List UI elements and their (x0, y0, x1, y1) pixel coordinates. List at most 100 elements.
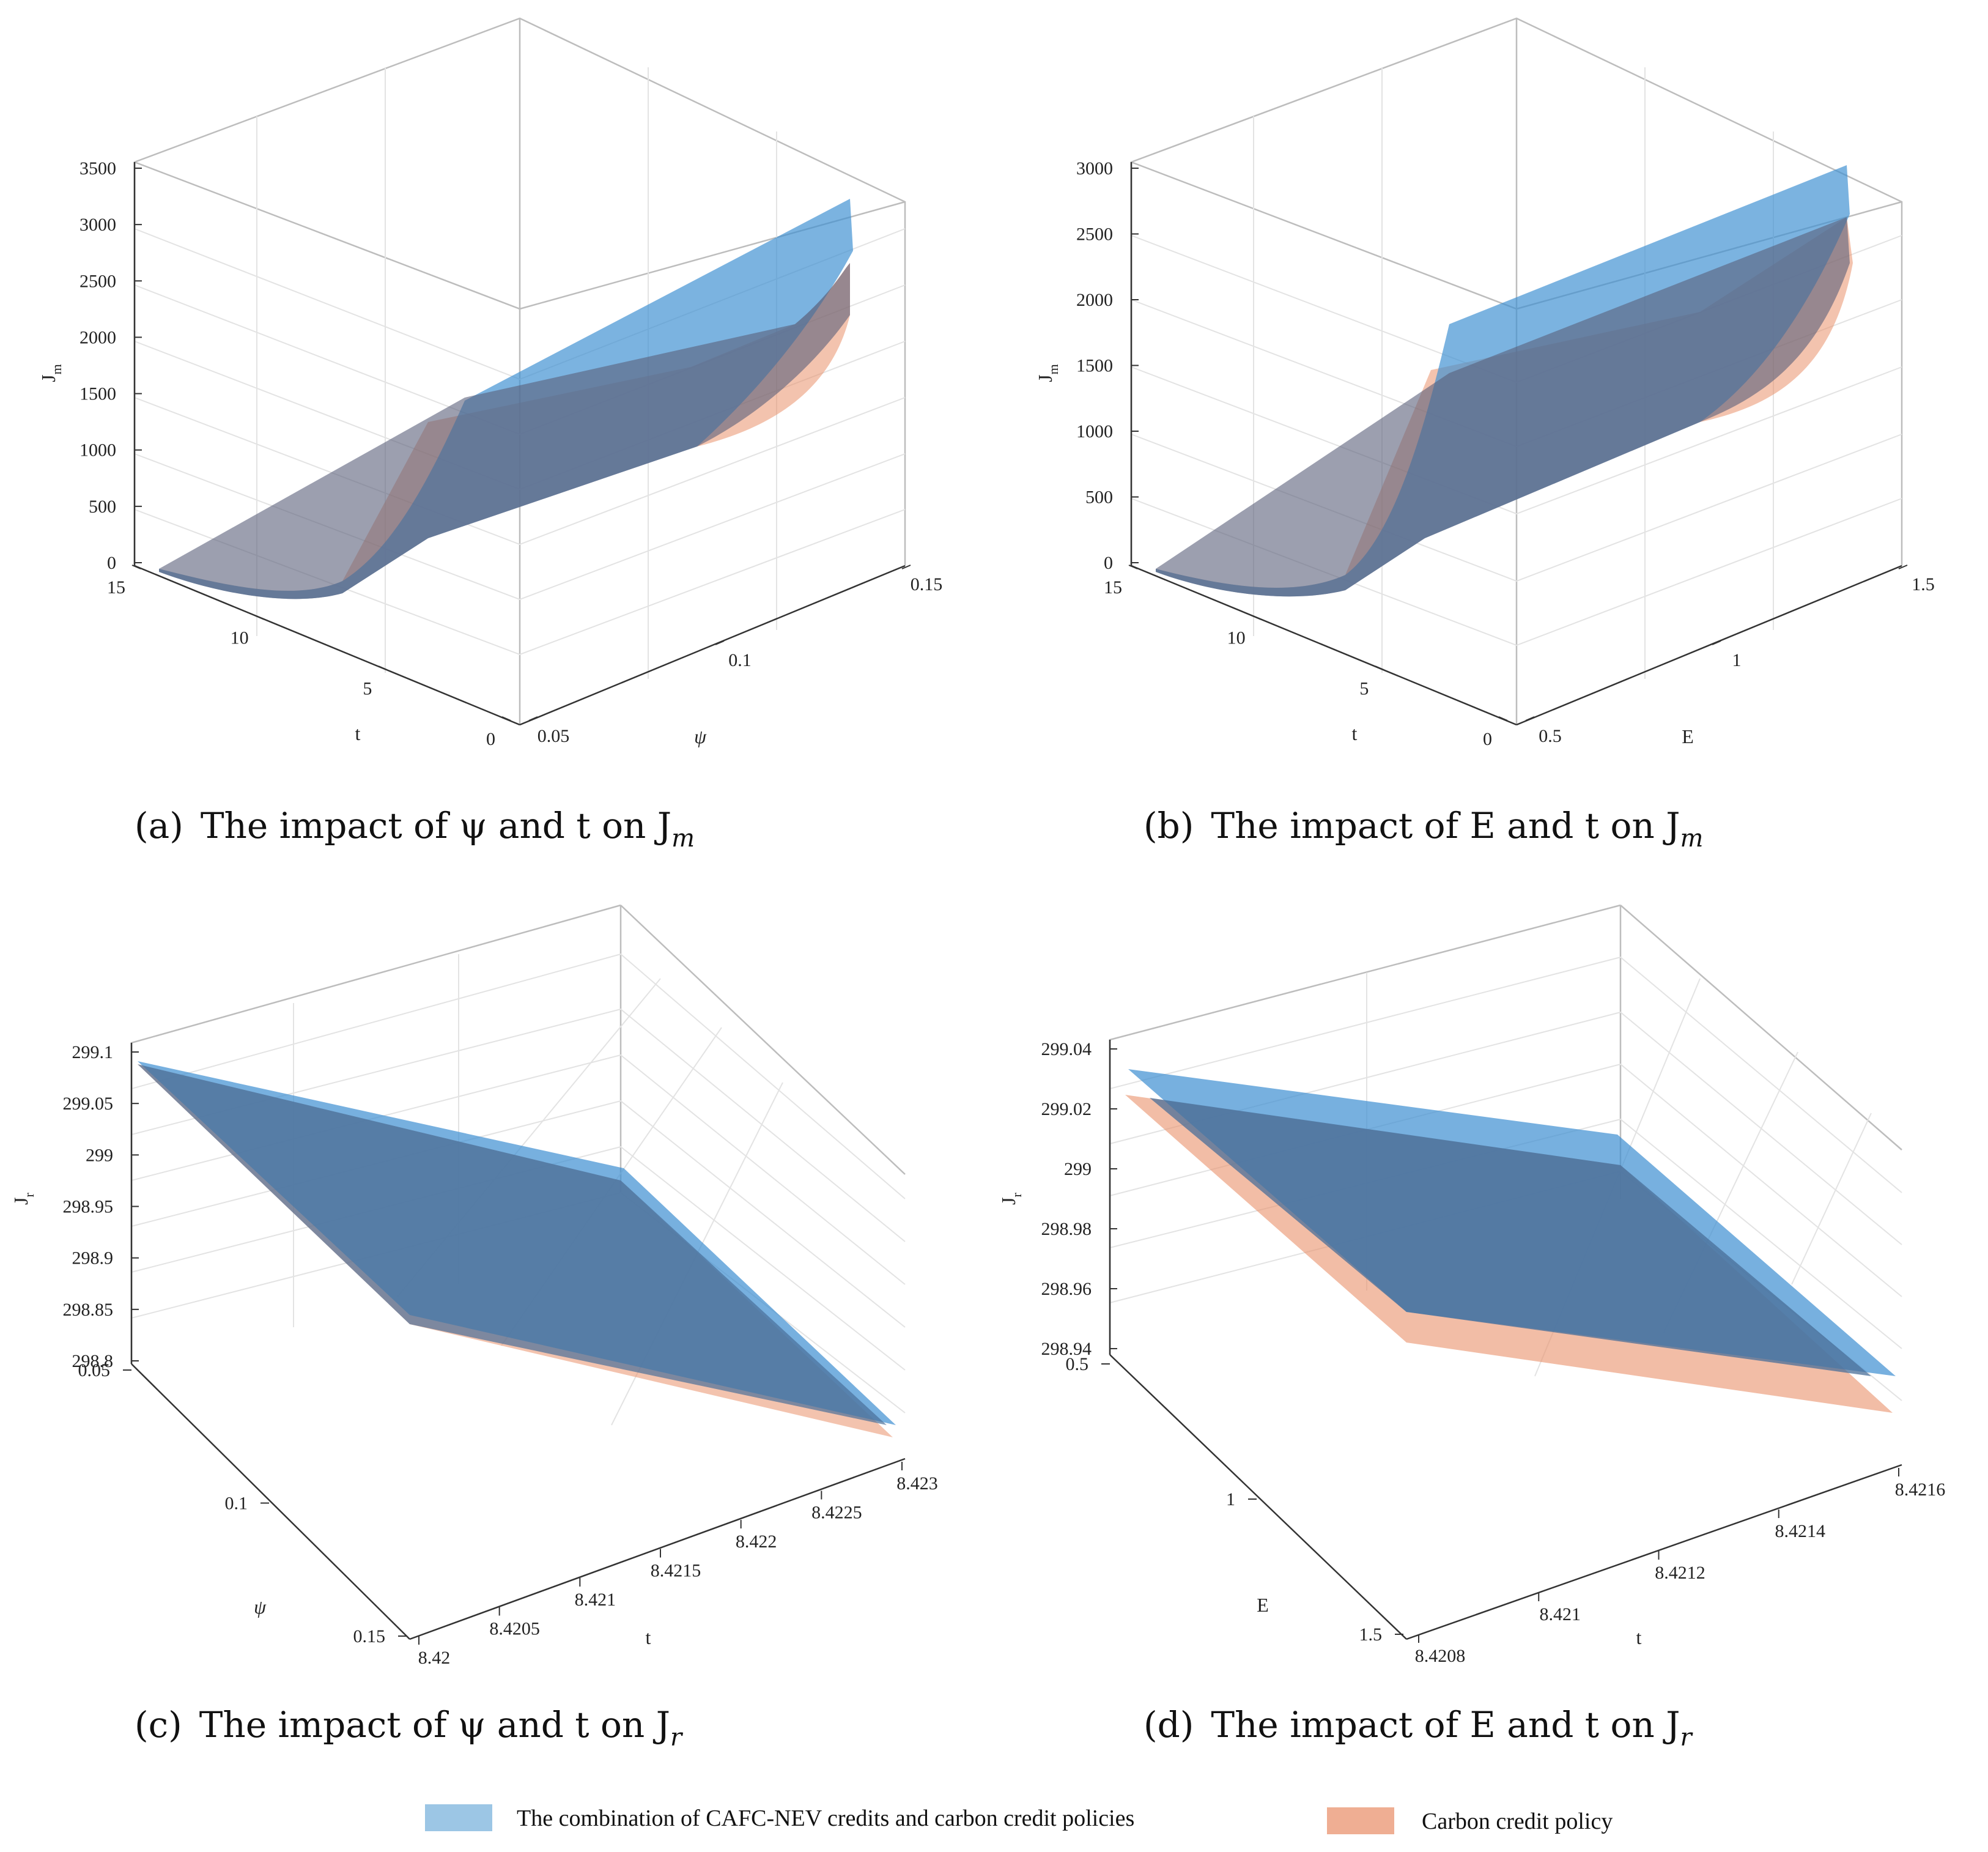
panel-c-t-tick: 8.42 (418, 1648, 451, 1668)
panel-a-zlabel: Jm (37, 364, 64, 382)
panel-b-z-tick: 3000 (1076, 158, 1113, 179)
panel-c-zlabel: Jr (10, 1192, 37, 1204)
panel-a-t-tick-mark (378, 665, 388, 671)
panel-a-z-tick: 3500 (79, 158, 116, 179)
panel-c-box-top (620, 905, 906, 1175)
panel-a-psi-tick-mark (528, 716, 538, 721)
panel-c-caption: (c) The impact of ψ and t on Jr (135, 1704, 684, 1752)
panel-b-xlabel: t (1352, 722, 1358, 744)
panel-d-z-tick: 298.96 (1041, 1279, 1092, 1299)
panel-d-z-tick: 299 (1064, 1159, 1092, 1179)
panel-b-e-tick: 1 (1732, 650, 1742, 670)
panel-b-e-tick: 1.5 (1912, 574, 1935, 594)
panel-c-psi-tick: 0.15 (353, 1626, 386, 1646)
panel-d-z-tick: 299.04 (1041, 1039, 1092, 1059)
panel-b-e-tick: 0.5 (1539, 726, 1562, 746)
panel-a-t-ticks: 0 5 10 15 (107, 565, 511, 749)
panel-a-caption: (a) The impact of ψ and t on Jm (135, 805, 695, 853)
panel-a-psi-tick: 0.1 (728, 650, 752, 670)
panel-b-z-ticks: 0 500 1000 1500 2000 2500 3000 (1076, 158, 1139, 573)
panel-a-t-tick-mark (501, 716, 511, 721)
panel-a-psi-tick-mark (901, 565, 911, 569)
panel-a-t-tick: 0 (486, 729, 495, 749)
panel-c-ylabel: ψ (254, 1596, 267, 1618)
panel-d-e-tick: 1.5 (1359, 1624, 1383, 1645)
panel-d-z-tick: 299.02 (1041, 1099, 1092, 1119)
panel-c-psi-tick: 0.05 (78, 1360, 111, 1380)
panel-a-z-tick: 2000 (79, 327, 116, 347)
legend-label-carbon: Carbon credit policy (1422, 1809, 1613, 1834)
panel-c-t-tick: 8.422 (736, 1532, 777, 1552)
panel-b-z-tick: 0 (1104, 553, 1113, 573)
panel-c-z-tick: 298.8 (72, 1351, 114, 1371)
panel-b-e-ticks: 0.5 1 1.5 (1525, 565, 1935, 746)
panel-b-z-tick: 500 (1085, 487, 1113, 508)
panel-c-z-tick: 298.9 (72, 1248, 114, 1269)
panel-b-t-ticks: 0 5 10 15 (1104, 565, 1508, 749)
panel-d-t-tick: 8.4214 (1775, 1521, 1826, 1541)
panel-c-t-ticks: 8.42 8.4205 8.421 8.4215 8.422 8.4225 8.423 (418, 1462, 938, 1668)
panel-b-t-tick: 0 (1483, 729, 1492, 749)
panel-c-z-tick: 299 (86, 1145, 113, 1165)
panel-b-t-tick-mark (1128, 565, 1138, 569)
panel-d-caption: (d) The impact of E and t on Jr (1144, 1704, 1693, 1752)
panel-d-box-top (1620, 905, 1902, 1150)
panel-b-z-tick: 2500 (1076, 224, 1113, 245)
panel-a-xlabel: t (355, 722, 361, 744)
panel-b-axis-e (1516, 565, 1902, 726)
panel-b-e-tick-mark (1525, 716, 1535, 721)
panel-c-t-tick: 8.4215 (651, 1561, 701, 1581)
panel-b-surface-overlap (1156, 217, 1850, 597)
panel-c-z-tick: 298.95 (63, 1197, 114, 1217)
panel-d-z-tick: 298.98 (1041, 1219, 1092, 1239)
panel-c-surface-overlap (138, 1064, 887, 1425)
panel-d-t-tick: 8.4216 (1895, 1480, 1946, 1500)
panel-b-t-tick-mark (1375, 665, 1384, 671)
panel-d-t-tick: 8.4208 (1415, 1646, 1466, 1666)
panel-c-t-tick: 8.421 (575, 1590, 616, 1610)
panel-c-xlabel: t (646, 1626, 651, 1648)
panel-a-ylabel: ψ (694, 725, 707, 747)
panel-b-t-tick: 10 (1227, 628, 1246, 648)
panel-b-t-tick-mark (1498, 716, 1508, 721)
panel-b-e-tick-mark (1898, 565, 1908, 569)
panel-a-psi-ticks: 0.05 0.1 0.15 (528, 565, 943, 746)
panel-b-ylabel: E (1682, 725, 1694, 747)
panel-a-t-tick: 15 (107, 577, 125, 598)
panel-c-t-tick: 8.4225 (811, 1503, 862, 1523)
panel-a-axis-t (134, 565, 520, 726)
panel-a-z-ticks: 0 500 1000 1500 2000 2500 3000 3500 (79, 158, 142, 573)
panel-a-axis-psi (519, 565, 906, 726)
panel-d-t-tick: 8.421 (1540, 1604, 1581, 1624)
panel-a-z-tick: 1500 (79, 384, 116, 404)
panel-c-psi-tick: 0.1 (225, 1494, 248, 1514)
panel-d-e-ticks: 0.5 1 1.5 (1066, 1354, 1403, 1645)
panel-a-t-tick-mark (255, 615, 265, 620)
legend-swatch-carbon (1327, 1807, 1394, 1834)
panel-a-psi-tick: 0.15 (911, 574, 943, 594)
panel-d: 298.94 298.96 298.98 299 299.02 299.04 8.4208… (997, 904, 1946, 1752)
panel-d-t-tick: 8.4212 (1655, 1563, 1705, 1583)
panel-a-z-tick: 1000 (79, 440, 116, 461)
panel-a-t-tick-mark (131, 565, 141, 569)
panel-a-psi-tick-mark (715, 640, 725, 645)
panel-d-z-tick: 298.94 (1041, 1339, 1092, 1359)
panel-b-z-tick: 1500 (1076, 356, 1113, 376)
panel-b-t-tick: 15 (1104, 577, 1122, 598)
panel-c-z-tick: 298.85 (63, 1300, 114, 1320)
panel-b-t-tick-mark (1252, 615, 1262, 620)
panel-b-z-tick: 2000 (1076, 290, 1113, 310)
panel-b-z-tick: 1000 (1076, 421, 1113, 442)
panel-b-t-tick: 5 (1359, 678, 1369, 698)
panel-a-psi-tick: 0.05 (538, 726, 570, 746)
panel-d-t-ticks: 8.4208 8.421 8.4212 8.4214 8.4216 (1415, 1468, 1946, 1666)
panel-a-t-tick: 5 (363, 678, 372, 698)
panel-a-z-tick: 3000 (79, 215, 116, 235)
panel-d-axis-t (1406, 1464, 1902, 1640)
panel-c-t-tick: 8.423 (896, 1473, 938, 1494)
panel-a-z-tick: 2500 (79, 271, 116, 291)
panel-a-t-tick: 10 (231, 628, 249, 648)
panel-c-z-ticks: 298.8 298.85 298.9 298.95 299 299.05 299.1 (63, 1042, 139, 1371)
